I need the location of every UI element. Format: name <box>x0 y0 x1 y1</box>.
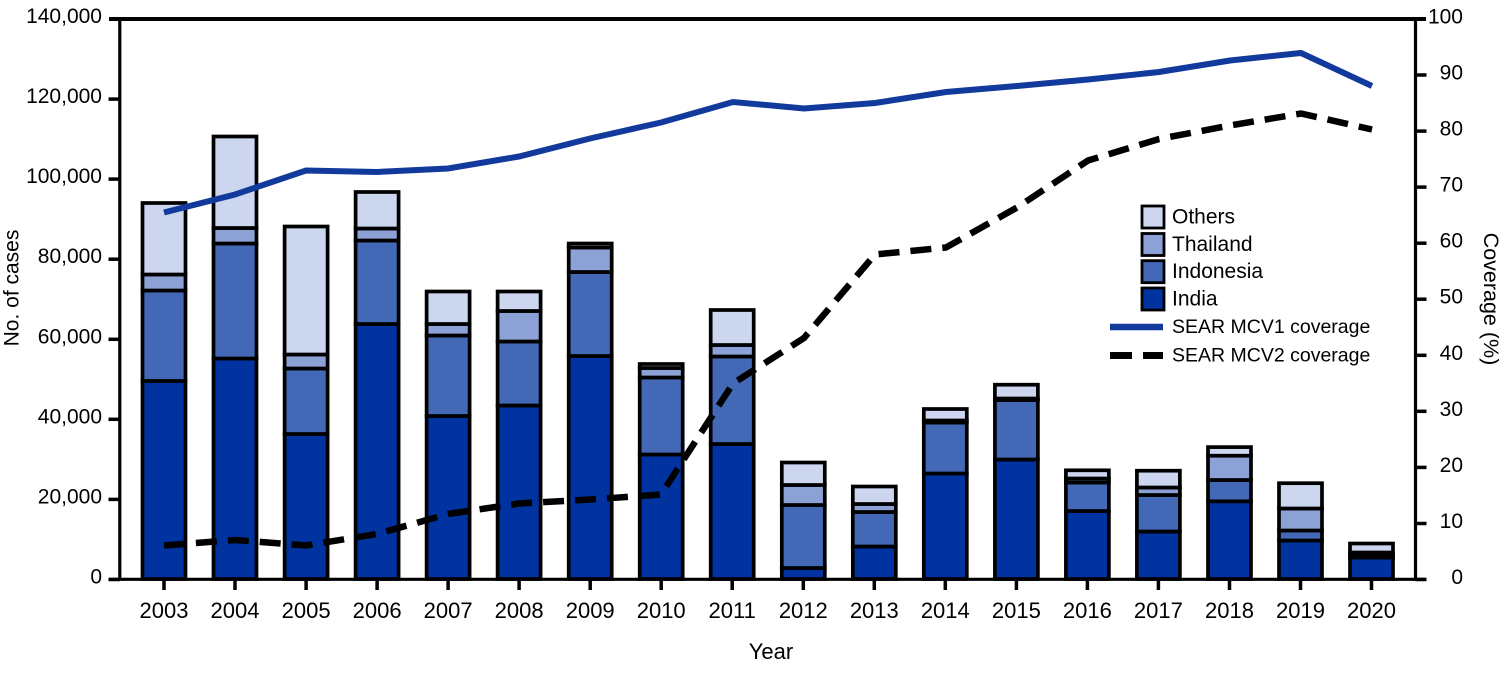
svg-text:60,000: 60,000 <box>38 325 102 348</box>
svg-text:50: 50 <box>1440 286 1463 309</box>
svg-text:2009: 2009 <box>566 598 615 623</box>
svg-text:SEAR MCV1 coverage: SEAR MCV1 coverage <box>1172 316 1370 338</box>
svg-text:90: 90 <box>1440 62 1463 85</box>
svg-text:100,000: 100,000 <box>26 165 102 188</box>
svg-text:Others: Others <box>1172 206 1235 229</box>
svg-text:140,000: 140,000 <box>26 5 102 28</box>
svg-text:2014: 2014 <box>921 598 970 623</box>
svg-text:India: India <box>1172 288 1218 311</box>
svg-text:2004: 2004 <box>211 598 260 623</box>
svg-text:2018: 2018 <box>1205 598 1254 623</box>
svg-text:40: 40 <box>1440 342 1463 365</box>
svg-text:80: 80 <box>1440 118 1463 141</box>
svg-text:SEAR MCV2 coverage: SEAR MCV2 coverage <box>1172 345 1370 367</box>
svg-text:2003: 2003 <box>140 598 189 623</box>
svg-text:0: 0 <box>90 566 102 589</box>
svg-text:40,000: 40,000 <box>38 405 102 428</box>
svg-text:2017: 2017 <box>1134 598 1183 623</box>
svg-text:No. of cases: No. of cases <box>1 230 24 347</box>
svg-text:60: 60 <box>1440 230 1463 253</box>
svg-text:2005: 2005 <box>282 598 331 623</box>
svg-text:Indonesia: Indonesia <box>1172 260 1263 283</box>
svg-text:2016: 2016 <box>1063 598 1112 623</box>
svg-text:70: 70 <box>1440 174 1463 197</box>
svg-text:20: 20 <box>1440 454 1463 477</box>
svg-text:2006: 2006 <box>353 598 402 623</box>
svg-text:30: 30 <box>1440 398 1463 421</box>
svg-text:2015: 2015 <box>992 598 1041 623</box>
svg-text:2020: 2020 <box>1347 598 1396 623</box>
svg-text:Coverage (%): Coverage (%) <box>1479 233 1499 366</box>
svg-text:2010: 2010 <box>637 598 686 623</box>
svg-text:2007: 2007 <box>424 598 473 623</box>
svg-text:120,000: 120,000 <box>26 85 102 108</box>
svg-text:0: 0 <box>1451 566 1463 589</box>
svg-text:100: 100 <box>1428 6 1463 29</box>
svg-text:2011: 2011 <box>709 598 756 623</box>
svg-text:2008: 2008 <box>495 598 544 623</box>
svg-text:Year: Year <box>749 639 793 664</box>
svg-text:20,000: 20,000 <box>38 485 102 508</box>
svg-text:2012: 2012 <box>779 598 828 623</box>
svg-text:10: 10 <box>1440 510 1463 533</box>
svg-text:2019: 2019 <box>1276 598 1325 623</box>
svg-text:2013: 2013 <box>850 598 899 623</box>
svg-text:Thailand: Thailand <box>1172 233 1253 256</box>
svg-text:80,000: 80,000 <box>38 245 102 268</box>
